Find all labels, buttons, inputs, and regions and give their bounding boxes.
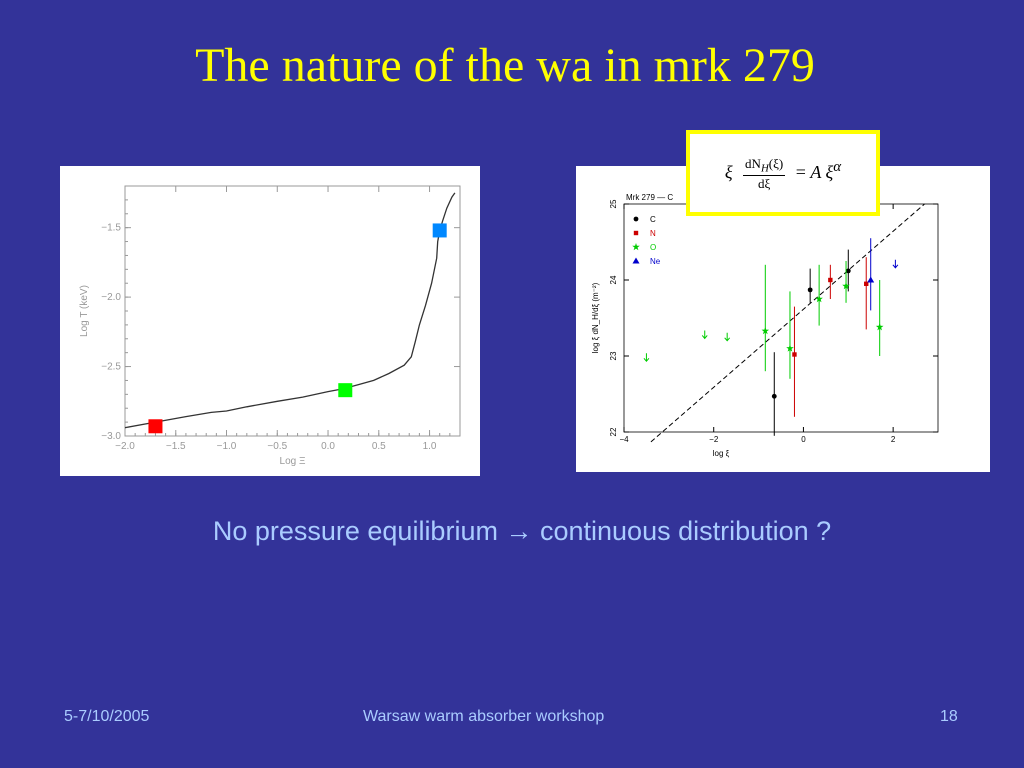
y-tick-label: 24 (609, 275, 618, 284)
phase-marker (148, 419, 163, 434)
temperature-curve-panel: −2.0 −1.5 −1.0 −0.5 0.0 0.5 1.0 −3.0 −2.5 −2.0 −1.… (60, 166, 480, 476)
x-tick-label: −2 (709, 435, 719, 444)
y-axis-label: Log T (keV) (79, 285, 90, 337)
x-axis-label: log ξ (713, 449, 730, 458)
legend-label: N (650, 229, 656, 238)
data-point (842, 282, 850, 290)
distribution-formula: ξ dNH(ξ) dξ = A ξα (690, 156, 876, 192)
temperature-curve-chart: −2.0 −1.5 −1.0 −0.5 0.0 0.5 1.0 −3.0 −2.5 −2.0 −1.… (79, 185, 461, 467)
slide-title: The nature of the wa in mrk 279 (195, 39, 815, 92)
data-point (771, 393, 777, 399)
data-point (761, 326, 770, 335)
x-tick-label: −1.5 (166, 441, 186, 452)
legend-marker (632, 257, 640, 264)
x-tick-label: −0.5 (267, 441, 287, 452)
formula-lhs: ξ (724, 161, 733, 182)
x-tick-label: −4 (619, 435, 629, 444)
y-tick-label: 25 (609, 199, 618, 208)
fit-line (650, 203, 925, 443)
x-tick-label: −1.0 (217, 441, 237, 452)
chart-title: Mrk 279 — C (626, 193, 673, 202)
upper-limit-arrow (701, 330, 708, 340)
upper-limit-arrow (724, 332, 731, 342)
caption-right: continuous distribution ? (539, 516, 832, 546)
legend-marker (632, 243, 640, 251)
y-tick-label: 22 (609, 427, 618, 436)
formula-num-sub: H (760, 162, 769, 175)
legend-marker (633, 230, 639, 236)
formula-equals: = (795, 161, 806, 182)
arrow-right-icon: → (505, 516, 533, 546)
x-tick-label: 2 (891, 435, 896, 444)
upper-limit-arrow (643, 353, 650, 363)
data-point (786, 344, 794, 352)
formula-rhs: A ξ (810, 161, 834, 182)
x-tick-label: −2.0 (115, 441, 135, 452)
y-tick-label: −2.5 (101, 362, 121, 373)
y-tick-label: −2.0 (101, 292, 121, 303)
x-tick-label: 0.5 (372, 441, 386, 452)
slide-caption: No pressure equilibrium → continuous dis… (0, 516, 1024, 547)
formula-num-d: dN (745, 156, 761, 171)
legend-label: O (650, 243, 656, 252)
data-point (792, 352, 797, 357)
y-axis-label: log ξ dN_H/dξ (m⁻²) (591, 282, 600, 353)
x-axis-label: Log Ξ (280, 456, 306, 467)
data-point (864, 281, 869, 286)
data-point (845, 268, 851, 274)
x-tick-label: 1.0 (423, 441, 437, 452)
legend-label: C (650, 215, 656, 224)
formula-num-arg: (ξ) (768, 156, 784, 171)
x-tick-label: 0 (801, 435, 806, 444)
x-tick-label: 0.0 (321, 441, 335, 452)
phase-marker (338, 383, 353, 398)
temperature-curve (124, 192, 456, 429)
plot-frame (623, 203, 939, 433)
formula-fraction: dNH(ξ) dξ (743, 156, 786, 192)
footer-event: Warsaw warm absorber workshop (363, 708, 605, 725)
y-tick-label: 23 (609, 351, 618, 360)
data-point (828, 277, 833, 283)
footer-page-number: 18 (940, 708, 958, 725)
y-tick-label: −1.5 (101, 223, 121, 234)
legend-label: Ne (650, 257, 661, 266)
caption-left: No pressure equilibrium (212, 516, 498, 546)
data-point (875, 323, 884, 331)
data-point (815, 295, 823, 303)
upper-limit-arrow (892, 259, 899, 269)
data-point (867, 276, 875, 283)
column-distribution-panel: Mrk 279 — C −4 −2 0 2 22 23 24 25 log ξ log ξ dN_H… (576, 166, 990, 472)
formula-box: ξ dNH(ξ) dξ = A ξα (686, 130, 880, 216)
y-tick-label: −3.0 (101, 431, 121, 442)
formula-rhs-sup: α (833, 158, 842, 175)
footer-date: 5-7/10/2005 (64, 708, 150, 725)
legend-marker (633, 216, 639, 222)
formula-numerator: dNH(ξ) (743, 156, 786, 176)
data-point (807, 287, 813, 293)
formula-denominator: dξ (757, 175, 771, 191)
phase-marker (432, 223, 447, 238)
